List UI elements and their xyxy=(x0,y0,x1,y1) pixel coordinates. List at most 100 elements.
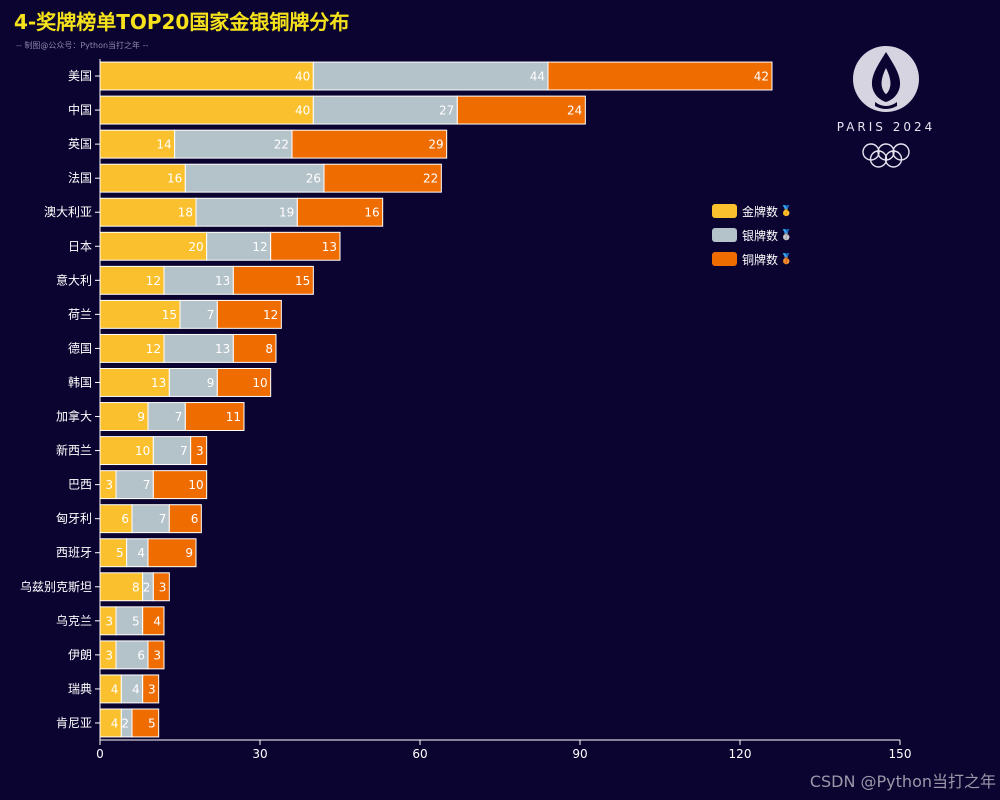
data-label: 16 xyxy=(167,172,182,186)
x-tick-label: 0 xyxy=(96,747,104,761)
chart-subtitle: -- 制图@公众号：Python当打之年 -- xyxy=(16,41,149,50)
data-label: 3 xyxy=(105,478,113,492)
bar-segment xyxy=(216,368,272,397)
logo-text: PARIS 2024 xyxy=(836,120,936,134)
data-label: 12 xyxy=(263,308,278,322)
bar-segment xyxy=(99,129,176,159)
data-label: 13 xyxy=(322,240,337,254)
bar-segment xyxy=(184,402,245,431)
y-tick-label: 西班牙 xyxy=(56,546,92,560)
data-label: 5 xyxy=(148,716,156,730)
data-label: 4 xyxy=(153,614,161,628)
data-label: 7 xyxy=(180,444,188,458)
legend-swatch xyxy=(712,228,737,242)
bar-segment xyxy=(152,572,170,602)
y-tick-label: 伊朗 xyxy=(68,648,92,662)
silver-medal-icon: 🥈 xyxy=(780,229,793,241)
gold-medal-icon: 🥇 xyxy=(780,205,793,217)
bar-segment xyxy=(312,95,458,125)
bar-segment xyxy=(147,538,197,568)
data-label: 7 xyxy=(207,308,215,322)
data-label: 2 xyxy=(143,580,151,594)
data-label: 7 xyxy=(175,410,183,424)
data-label: 3 xyxy=(148,682,156,696)
bar-segment xyxy=(232,333,277,363)
bar-segment xyxy=(115,606,144,636)
data-label: 13 xyxy=(151,376,166,390)
data-label: 6 xyxy=(137,648,145,662)
y-tick-label: 中国 xyxy=(68,102,92,117)
data-label: 22 xyxy=(423,172,438,186)
bar-segment xyxy=(296,197,384,227)
legend-label: 铜牌数 xyxy=(742,252,779,267)
bar-segment xyxy=(291,129,448,159)
bar-segment xyxy=(152,436,192,466)
data-label: 3 xyxy=(159,580,167,594)
bar-segment xyxy=(99,265,165,295)
data-label: 13 xyxy=(215,342,230,356)
data-label: 3 xyxy=(105,614,113,628)
data-label: 40 xyxy=(295,104,310,118)
data-label: 4 xyxy=(137,546,145,560)
legend-item[interactable]: 银牌数 🥈 xyxy=(712,227,792,243)
data-label: 12 xyxy=(146,342,161,356)
bar-segment xyxy=(99,504,133,534)
data-label: 9 xyxy=(137,410,145,424)
data-label: 8 xyxy=(265,342,273,356)
bronze-medal-icon: 🥉 xyxy=(780,253,793,265)
legend-swatch xyxy=(712,252,737,266)
data-label: 8 xyxy=(132,580,140,594)
bar-segment xyxy=(99,333,165,363)
data-label: 14 xyxy=(156,138,171,152)
x-tick-label: 60 xyxy=(412,747,427,761)
data-label: 3 xyxy=(196,444,204,458)
bar-segment xyxy=(179,299,218,329)
bar-segment xyxy=(168,504,202,534)
bar-segment xyxy=(115,640,149,670)
data-label: 10 xyxy=(252,376,267,390)
legend-label: 金牌数 xyxy=(742,204,779,219)
data-label: 5 xyxy=(116,546,124,560)
data-label: 40 xyxy=(295,70,310,84)
y-tick-label: 意大利 xyxy=(56,272,92,287)
y-tick-label: 法国 xyxy=(68,171,92,185)
data-label: 11 xyxy=(226,410,241,424)
bar-segment xyxy=(232,265,314,295)
legend-item[interactable]: 铜牌数 🥉 xyxy=(712,251,792,267)
y-tick-label: 乌克兰 xyxy=(56,613,92,628)
legend-swatch xyxy=(712,204,737,218)
y-tick-label: 德国 xyxy=(68,340,92,355)
y-tick-label: 新西兰 xyxy=(56,443,92,458)
y-tick-label: 加拿大 xyxy=(56,409,92,424)
bar-segment xyxy=(190,436,208,466)
data-label: 44 xyxy=(530,70,545,84)
data-label: 4 xyxy=(132,682,140,696)
bar-segment xyxy=(323,163,442,193)
data-label: 19 xyxy=(279,206,294,220)
bar-segment xyxy=(174,129,293,159)
bar-segment xyxy=(147,640,165,670)
legend-item[interactable]: 金牌数 🥇 xyxy=(712,203,792,219)
data-label: 9 xyxy=(207,376,215,390)
y-tick-label: 巴西 xyxy=(68,478,92,492)
data-label: 26 xyxy=(306,172,321,186)
bar-segment xyxy=(131,708,160,738)
watermark: CSDN @Python当打之年 xyxy=(809,772,996,791)
bar-segment xyxy=(99,95,314,125)
bar-segment xyxy=(131,504,170,534)
data-label: 29 xyxy=(428,138,443,152)
bar-segment xyxy=(163,333,234,363)
data-label: 15 xyxy=(295,274,310,288)
bar-segment xyxy=(99,163,186,193)
y-tick-label: 荷兰 xyxy=(68,307,92,321)
data-label: 3 xyxy=(105,648,113,662)
data-label: 42 xyxy=(754,70,769,84)
y-tick-label: 肯尼亚 xyxy=(56,716,92,730)
x-tick-label: 30 xyxy=(252,747,267,761)
x-tick-label: 120 xyxy=(729,747,752,761)
bar-segment xyxy=(99,368,170,397)
chart-title: 4-奖牌榜单TOP20国家金银铜牌分布 xyxy=(14,10,350,34)
legend-label: 银牌数 xyxy=(742,228,779,243)
data-label: 7 xyxy=(159,512,167,526)
y-tick-label: 澳大利亚 xyxy=(44,205,92,219)
